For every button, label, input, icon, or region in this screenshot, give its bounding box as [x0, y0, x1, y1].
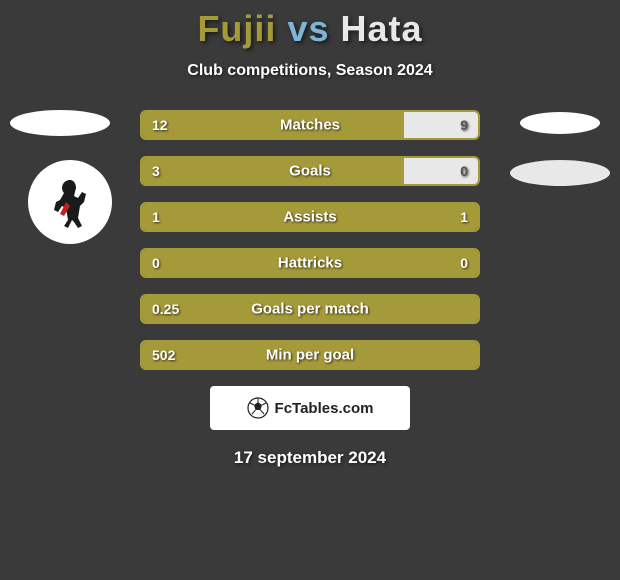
- stat-bar: 0.25 Goals per match: [140, 294, 480, 324]
- bar-value-right: 0: [460, 255, 468, 271]
- bar-label: Hattricks: [278, 255, 342, 272]
- comparison-bars: 12 9 Matches 3 0 Goals 1 1 Assists 0 0 Hattricks 0.2…: [140, 110, 480, 370]
- bar-label: Goals: [289, 163, 331, 180]
- stat-bar: 12 9 Matches: [140, 110, 480, 140]
- bar-value-right: 0: [460, 163, 468, 179]
- brand-text: FcTables.com: [275, 400, 374, 417]
- decor-ellipse-right-top: [520, 112, 600, 134]
- content-area: 12 9 Matches 3 0 Goals 1 1 Assists 0 0 Hattricks 0.2…: [0, 110, 620, 468]
- subtitle: Club competitions, Season 2024: [0, 62, 620, 80]
- horse-rider-icon: [40, 172, 100, 232]
- stat-bar: 3 0 Goals: [140, 156, 480, 186]
- bar-label: Goals per match: [251, 301, 369, 318]
- bar-value-left: 502: [152, 347, 175, 363]
- page-title: Fujii vs Hata: [0, 0, 620, 50]
- soccer-ball-icon: [247, 397, 269, 419]
- bar-value-right: 1: [460, 209, 468, 225]
- bar-value-right: 9: [460, 117, 468, 133]
- footer-date: 17 september 2024: [0, 448, 620, 468]
- decor-ellipse-left: [10, 110, 110, 136]
- bar-label: Matches: [280, 117, 340, 134]
- bar-value-left: 3: [152, 163, 160, 179]
- bar-value-left: 0.25: [152, 301, 179, 317]
- brand-footer: FcTables.com: [210, 386, 410, 430]
- player2-name: Hata: [341, 8, 423, 49]
- bar-value-left: 12: [152, 117, 168, 133]
- bar-value-left: 0: [152, 255, 160, 271]
- bar-label: Assists: [283, 209, 336, 226]
- bar-fill-player1: [142, 112, 404, 138]
- stat-bar: 0 0 Hattricks: [140, 248, 480, 278]
- decor-ellipse-right-mid: [510, 160, 610, 186]
- stat-bar: 502 Min per goal: [140, 340, 480, 370]
- bar-label: Min per goal: [266, 347, 354, 364]
- bar-fill-player1: [142, 158, 404, 184]
- stat-bar: 1 1 Assists: [140, 202, 480, 232]
- team-badge: [28, 160, 112, 244]
- bar-value-left: 1: [152, 209, 160, 225]
- vs-separator: vs: [287, 8, 329, 49]
- player1-name: Fujii: [197, 8, 276, 49]
